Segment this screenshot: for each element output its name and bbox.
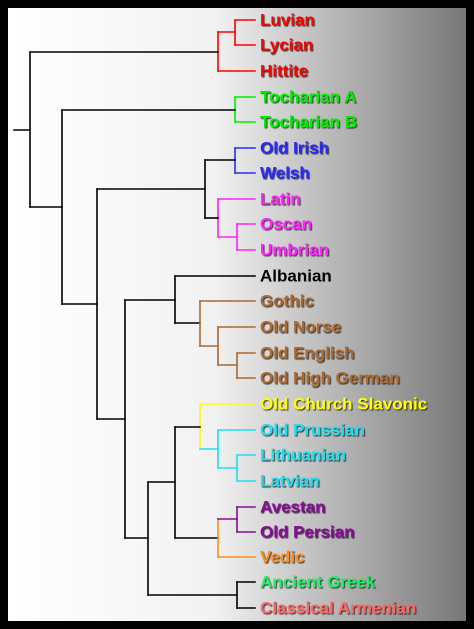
leaf-label: Latvian — [260, 471, 320, 490]
leaf-label: Luvian — [260, 10, 315, 29]
leaf-label: Old English — [260, 343, 354, 362]
leaf-label: Old Persian — [260, 522, 354, 541]
leaf-label: Vedic — [260, 547, 304, 566]
leaf-label: Old Church Slavonic — [260, 394, 427, 413]
leaf-label: Oscan — [260, 214, 312, 233]
leaf-label: Old Irish — [260, 138, 329, 157]
leaf-label: Old High German — [260, 368, 400, 387]
leaf-label: Ancient Greek — [260, 572, 376, 591]
leaf-label: Avestan — [260, 497, 326, 516]
leaf-label: Tocharian B — [260, 112, 357, 131]
leaf-label: Lycian — [260, 35, 313, 54]
leaf-label: Gothic — [260, 291, 314, 310]
leaf-label: Old Prussian — [260, 420, 365, 439]
leaf-label: Lithuanian — [260, 445, 346, 464]
leaf-label: Albanian — [260, 266, 332, 285]
leaf-label: Welsh — [260, 163, 310, 182]
leaf-label: Classical Armenian — [260, 598, 416, 617]
leaf-label: Latin — [260, 189, 301, 208]
leaf-label: Old Norse — [260, 317, 341, 336]
leaf-label: Hittite — [260, 61, 308, 80]
leaf-label: Umbrian — [260, 240, 329, 259]
leaf-label: Tocharian A — [260, 87, 356, 106]
